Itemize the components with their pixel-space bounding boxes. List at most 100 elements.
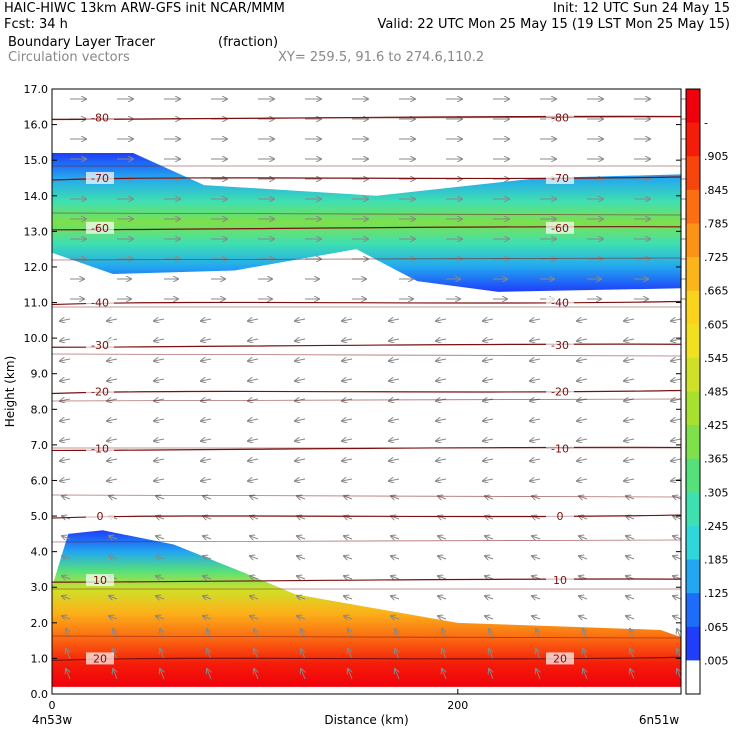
circulation-vector: [154, 439, 165, 441]
circulation-vector: [673, 596, 682, 599]
circulation-vector: [295, 379, 306, 381]
circulation-vector: [485, 556, 494, 559]
circulation-vector: [389, 439, 400, 441]
circulation-vector: [395, 649, 399, 660]
isotherm-label-bg: [86, 385, 114, 398]
circulation-vector: [436, 319, 447, 321]
isotherm-label-bg: [546, 652, 574, 665]
circulation-vector: [389, 319, 400, 321]
circulation-vector: [489, 669, 493, 680]
circulation-vector: [250, 616, 259, 619]
circulation-vector: [671, 439, 682, 441]
circulation-vector: [297, 596, 306, 599]
circulation-vector: [483, 359, 494, 361]
colorbar-swatch: [686, 559, 700, 594]
circulation-vector: [295, 359, 306, 361]
colorbar-swatch: [686, 156, 700, 191]
circulation-vector: [438, 616, 447, 619]
circulation-vector: [297, 616, 306, 619]
colorbar-label: .605: [704, 318, 729, 331]
colorbar-label: .665: [704, 285, 729, 298]
circulation-vector: [671, 339, 682, 341]
circulation-vector: [673, 496, 682, 499]
circulation-vector: [248, 339, 259, 341]
circulation-vector: [671, 419, 682, 421]
circulation-vector: [109, 556, 118, 559]
circulation-vector: [254, 649, 258, 660]
circulation-vector: [530, 319, 541, 321]
circulation-vector: [342, 359, 353, 361]
circulation-vector: [60, 479, 71, 481]
colorbar-label: .065: [704, 621, 729, 634]
circulation-vector: [248, 419, 259, 421]
isotherm-label-bg: [546, 339, 574, 352]
circulation-vector: [626, 596, 635, 599]
circulation-vector: [62, 616, 71, 619]
circulation-vector: [391, 596, 400, 599]
y-tick-label: 1.0: [31, 652, 49, 665]
colorbar-label: .125: [704, 587, 729, 600]
circulation-vector: [673, 536, 682, 539]
circulation-vector: [297, 556, 306, 559]
axes: 0.0 1.0 2.0 3.0 4.0 5.0 6.0 7.0 8.0 9.0 10.0 11.0 12…: [3, 83, 682, 727]
y-axis-label: Height (km): [3, 356, 17, 427]
circulation-vector: [579, 616, 588, 619]
isotherm-label: 10: [93, 574, 107, 587]
circulation-vector: [107, 419, 118, 421]
colorbar-label: .785: [704, 217, 729, 230]
circulation-vector: [154, 359, 165, 361]
upper-level-tracer: [52, 153, 681, 292]
circulation-vector: [113, 649, 117, 660]
circulation-vector: [344, 596, 353, 599]
circulation-vector: [295, 459, 306, 461]
isotherm-label-bg: [86, 221, 114, 234]
y-tick-label: 15.0: [24, 154, 49, 167]
isotherm-label-bg: [546, 574, 574, 587]
circulation-vector: [677, 669, 681, 680]
circulation-vector: [671, 319, 682, 321]
header-valid: Valid: 22 UTC Mon 25 May 15 (19 LST Mon …: [377, 17, 730, 32]
circulation-vector: [62, 576, 71, 579]
isotherm-line: [51, 578, 682, 583]
circulation-vector: [344, 556, 353, 559]
y-tick-label: 14.0: [24, 190, 49, 203]
circulation-vector: [391, 616, 400, 619]
colorbar-label: .245: [704, 520, 729, 533]
circulation-vector: [577, 319, 588, 321]
colorbar-swatch: [686, 525, 700, 561]
circulation-vector: [483, 339, 494, 341]
circulation-vector: [624, 379, 635, 381]
x-end-location: 6n51w: [639, 713, 680, 727]
circulation-vector: [342, 339, 353, 341]
isotherm-label: -60: [91, 222, 109, 235]
circulation-vector: [250, 556, 259, 559]
circulation-vector: [109, 596, 118, 599]
circulation-vector: [203, 536, 212, 539]
isotherm-label: -30: [551, 339, 569, 352]
isotherm-label: -80: [551, 111, 569, 124]
circulation-vector: [62, 496, 71, 499]
y-tick-label: 6.0: [31, 474, 49, 487]
isotherm-label: 10: [553, 574, 567, 587]
circulation-vector: [583, 649, 587, 660]
circulation-vector: [344, 536, 353, 539]
circulation-vector: [62, 536, 71, 539]
circulation-vector: [60, 319, 71, 321]
circulation-vector: [203, 496, 212, 499]
contour-line: [51, 257, 682, 261]
circulation-vector: [154, 479, 165, 481]
circulation-vector: [532, 536, 541, 539]
circulation-vector: [297, 496, 306, 499]
x-tick-label: 200: [447, 699, 468, 712]
circulation-vector: [389, 419, 400, 421]
isotherm-label: -10: [91, 442, 109, 455]
circulation-vector: [438, 556, 447, 559]
circulation-vector: [671, 379, 682, 381]
circulation-vector: [113, 669, 117, 680]
circulation-vector: [438, 536, 447, 539]
circulation-vector: [442, 649, 446, 660]
circulation-vector: [295, 339, 306, 341]
isotherm-label-bg: [86, 296, 114, 309]
circulation-vector: [438, 576, 447, 579]
